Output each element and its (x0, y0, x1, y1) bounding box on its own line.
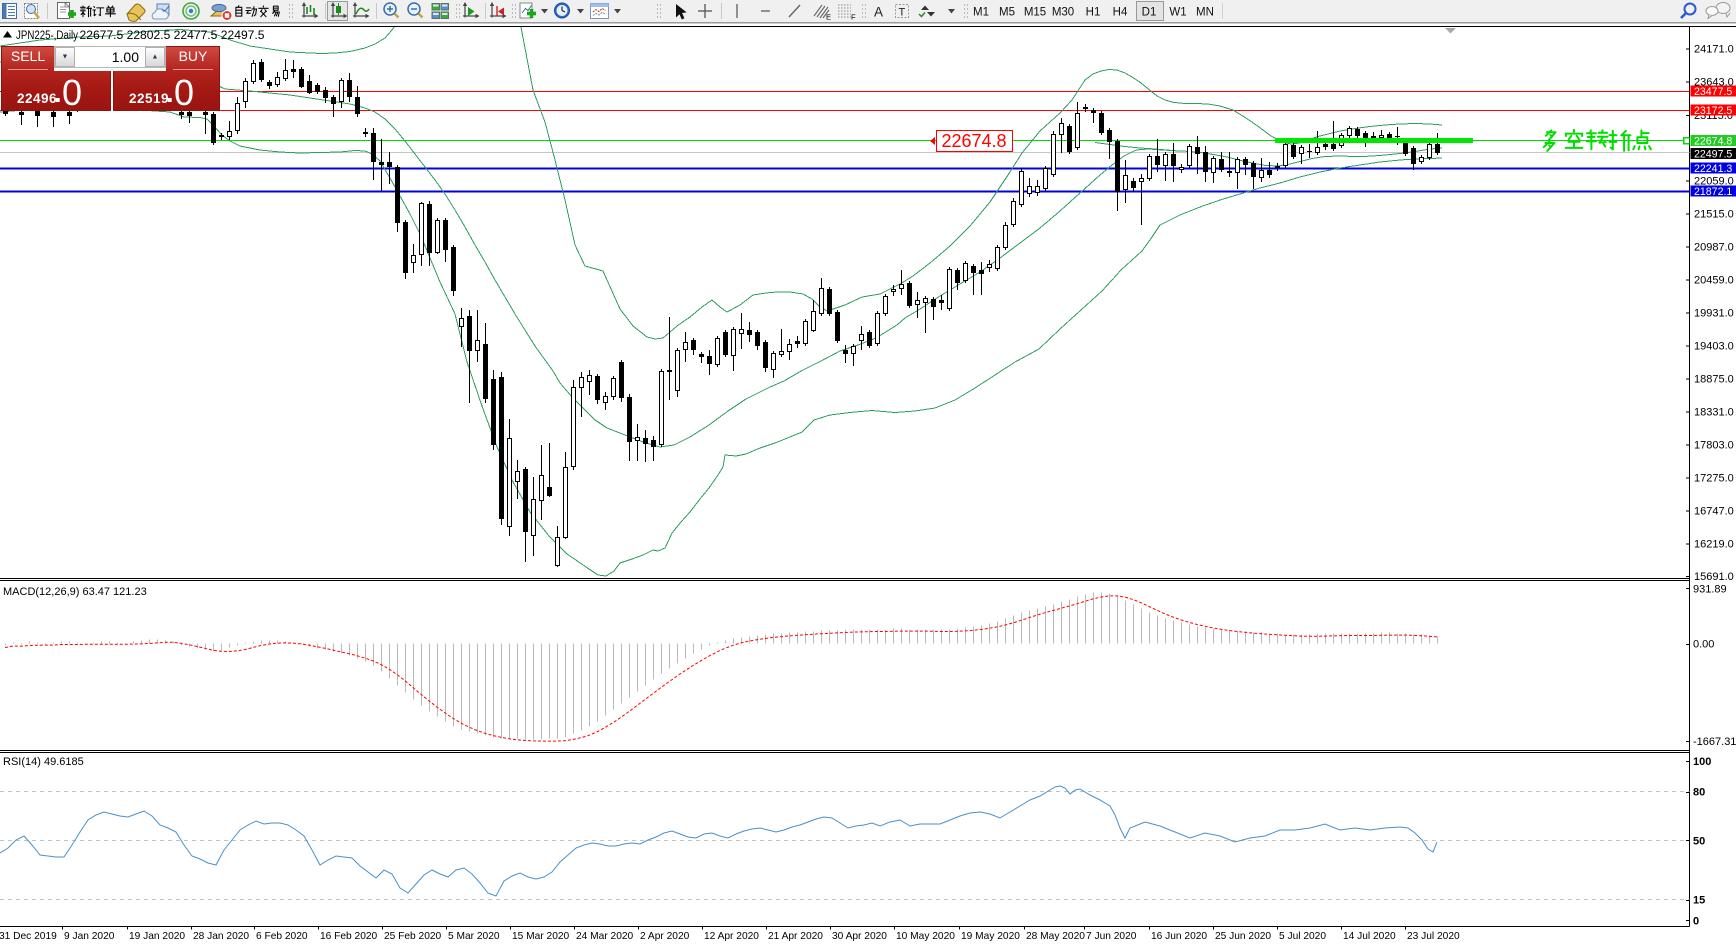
svg-text:2 Apr 2020: 2 Apr 2020 (640, 931, 690, 942)
svg-text:19403.0: 19403.0 (1694, 341, 1734, 353)
svg-text:D1: D1 (1142, 7, 1157, 19)
svg-text:10 May 2020: 10 May 2020 (896, 931, 955, 942)
svg-text:E: E (826, 13, 831, 22)
svg-text:16 Jun 2020: 16 Jun 2020 (1151, 931, 1207, 942)
svg-text:T: T (899, 7, 906, 19)
svg-text:MN: MN (1196, 7, 1214, 19)
svg-text:18331.0: 18331.0 (1694, 407, 1734, 419)
svg-text:F: F (851, 13, 856, 22)
svg-text:18875.0: 18875.0 (1694, 374, 1734, 386)
svg-text:5 Jul 2020: 5 Jul 2020 (1279, 931, 1326, 942)
svg-text:MACD(12,26,9) 63.47 121.23: MACD(12,26,9) 63.47 121.23 (3, 586, 147, 598)
svg-text:0: 0 (1693, 916, 1699, 928)
svg-text:22497.5: 22497.5 (1694, 148, 1732, 160)
svg-text:12 Apr 2020: 12 Apr 2020 (704, 931, 759, 942)
svg-text:7 Jun 2020: 7 Jun 2020 (1086, 931, 1137, 942)
svg-text:80: 80 (1693, 787, 1705, 799)
svg-text:23172.5: 23172.5 (1694, 105, 1732, 117)
svg-text:931.89: 931.89 (1693, 584, 1727, 596)
svg-text:9 Jan 2020: 9 Jan 2020 (64, 931, 115, 942)
svg-text:16 Feb 2020: 16 Feb 2020 (320, 931, 378, 942)
svg-text:22674.8: 22674.8 (1694, 135, 1732, 147)
svg-text:H1: H1 (1086, 7, 1101, 19)
svg-text:21872.1: 21872.1 (1694, 186, 1732, 198)
svg-text:23477.5: 23477.5 (1694, 86, 1732, 98)
svg-text:19 May 2020: 19 May 2020 (961, 931, 1020, 942)
svg-text:6 Feb 2020: 6 Feb 2020 (256, 931, 308, 942)
svg-text:31 Dec 2019: 31 Dec 2019 (0, 931, 57, 942)
svg-text:22674.8: 22674.8 (941, 131, 1006, 151)
svg-text:25 Jun 2020: 25 Jun 2020 (1215, 931, 1271, 942)
svg-text:24 Mar 2020: 24 Mar 2020 (576, 931, 634, 942)
svg-text:23 Jul 2020: 23 Jul 2020 (1407, 931, 1460, 942)
svg-text:50: 50 (1693, 836, 1705, 848)
svg-text:M5: M5 (999, 7, 1015, 19)
svg-text:19 Jan 2020: 19 Jan 2020 (129, 931, 185, 942)
svg-text:0.00: 0.00 (1693, 639, 1714, 651)
svg-text:20459.0: 20459.0 (1694, 275, 1734, 287)
svg-text:30 Apr 2020: 30 Apr 2020 (832, 931, 887, 942)
svg-text:24171.0: 24171.0 (1694, 44, 1734, 56)
svg-text:15691.0: 15691.0 (1694, 571, 1734, 583)
svg-text:H4: H4 (1113, 7, 1128, 19)
svg-text:16219.0: 16219.0 (1694, 539, 1734, 551)
svg-text:W1: W1 (1169, 7, 1186, 19)
svg-text:25 Feb 2020: 25 Feb 2020 (384, 931, 442, 942)
svg-text:16747.0: 16747.0 (1694, 506, 1734, 518)
svg-text:21 Apr 2020: 21 Apr 2020 (768, 931, 823, 942)
svg-text:20987.0: 20987.0 (1694, 242, 1734, 254)
svg-text:M15: M15 (1024, 7, 1046, 19)
svg-text:21515.0: 21515.0 (1694, 209, 1734, 221)
svg-text:RSI(14) 49.6185: RSI(14) 49.6185 (3, 756, 84, 768)
svg-text:28 May 2020: 28 May 2020 (1026, 931, 1085, 942)
svg-text:JPN225-,Daily: JPN225-,Daily (16, 30, 78, 42)
svg-text:M1: M1 (973, 7, 989, 19)
svg-text:14 Jul 2020: 14 Jul 2020 (1343, 931, 1396, 942)
svg-text:5 Mar 2020: 5 Mar 2020 (448, 931, 500, 942)
svg-text:17275.0: 17275.0 (1694, 473, 1734, 485)
svg-text:15: 15 (1693, 895, 1705, 907)
svg-text:A: A (874, 5, 883, 20)
svg-text:-1667.31: -1667.31 (1693, 736, 1736, 748)
svg-text:28 Jan 2020: 28 Jan 2020 (193, 931, 249, 942)
svg-text:19931.0: 19931.0 (1694, 308, 1734, 320)
svg-text:22241.3: 22241.3 (1694, 163, 1732, 175)
svg-text:15 Mar 2020: 15 Mar 2020 (512, 931, 570, 942)
svg-text:17803.0: 17803.0 (1694, 440, 1734, 452)
svg-text:M30: M30 (1052, 7, 1074, 19)
svg-text:22677.5 22802.5 22477.5 22497.: 22677.5 22802.5 22477.5 22497.5 (80, 30, 265, 42)
svg-text:100: 100 (1693, 756, 1711, 768)
